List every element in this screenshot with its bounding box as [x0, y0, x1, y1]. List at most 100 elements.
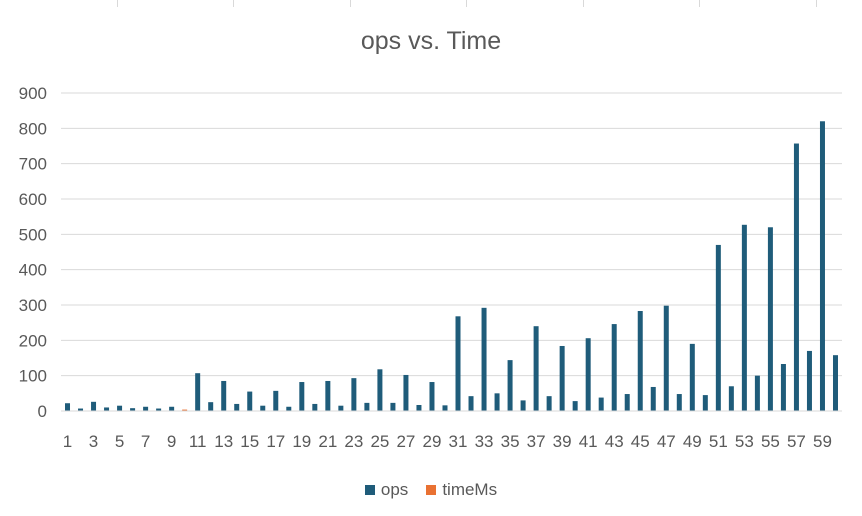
y-tick-label: 100 [19, 367, 47, 386]
bar-ops-19 [299, 382, 305, 411]
bar-ops-51 [715, 244, 721, 411]
legend-item-timems: timeMs [426, 480, 497, 500]
x-tick-label: 1 [63, 432, 72, 451]
x-tick-label: 3 [89, 432, 98, 451]
bar-ops-21 [325, 380, 331, 411]
x-tick-label: 19 [292, 432, 311, 451]
bar-ops-16 [260, 405, 266, 411]
x-tick-label: 41 [579, 432, 598, 451]
bar-ops-59 [819, 121, 825, 412]
bar-ops-3 [91, 401, 97, 411]
x-tick-label: 45 [631, 432, 650, 451]
chart-title: ops vs. Time [360, 27, 502, 55]
bar-ops-56 [780, 364, 786, 411]
x-tick-label: 47 [657, 432, 676, 451]
x-tick-label: 23 [344, 432, 363, 451]
bar-ops-52 [728, 386, 734, 411]
bar-ops-57 [793, 143, 799, 411]
bar-ops-8 [156, 408, 162, 411]
bar-ops-31 [455, 316, 461, 411]
bar-ops-50 [702, 395, 708, 411]
x-tick-label: 55 [761, 432, 780, 451]
x-tick-label: 21 [318, 432, 337, 451]
bar-ops-58 [806, 350, 812, 411]
bar-ops-22 [338, 405, 344, 411]
bar-ops-60 [832, 355, 838, 411]
bar-ops-29 [429, 382, 435, 411]
legend: ops timeMs [0, 480, 862, 500]
bar-ops-37 [533, 326, 539, 411]
legend-swatch-ops [364, 485, 375, 495]
x-tick-label: 37 [527, 432, 546, 451]
bar-ops-47 [663, 305, 669, 411]
bar-ops-14 [234, 403, 240, 411]
x-tick-label: 27 [396, 432, 415, 451]
y-tick-label: 700 [19, 155, 47, 174]
top-sheet-gridlines [0, 0, 862, 8]
bar-ops-6 [130, 408, 136, 411]
x-tick-label: 43 [605, 432, 624, 451]
bar-ops-2 [78, 408, 84, 411]
gridlines [61, 92, 842, 377]
x-tick-label: 35 [501, 432, 520, 451]
x-tick-label: 51 [709, 432, 728, 451]
x-tick-label: 49 [683, 432, 702, 451]
bar-ops-48 [676, 394, 682, 411]
bar-ops-42 [598, 397, 604, 411]
bar-ops-20 [312, 403, 318, 411]
bar-ops-27 [403, 374, 409, 411]
x-tick-label: 59 [813, 432, 832, 451]
y-tick-label: 0 [38, 402, 47, 421]
bar-ops-40 [572, 401, 578, 411]
bar-ops-28 [416, 404, 422, 411]
x-tick-label: 39 [553, 432, 572, 451]
bar-timems-10 [182, 409, 188, 411]
x-tick-label: 57 [787, 432, 806, 451]
x-tick-label: 53 [735, 432, 754, 451]
bar-ops-1 [65, 403, 71, 411]
x-tick-label: 13 [214, 432, 233, 451]
bar-ops-45 [637, 311, 643, 411]
x-tick-label: 7 [141, 432, 150, 451]
bar-ops-11 [195, 373, 201, 411]
y-tick-label: 400 [19, 261, 47, 280]
legend-label-ops: ops [380, 480, 409, 499]
x-tick-label: 29 [423, 432, 442, 451]
x-tick-label: 5 [115, 432, 124, 451]
x-tick-label: 17 [266, 432, 285, 451]
bar-ops-55 [767, 227, 773, 411]
bar-ops-18 [286, 406, 292, 411]
bar-ops-7 [143, 406, 149, 411]
bar-ops-43 [611, 324, 617, 411]
bars [65, 121, 838, 412]
bar-ops-32 [468, 396, 474, 411]
legend-item-ops: ops [364, 480, 409, 500]
bar-ops-9 [169, 406, 175, 411]
bar-ops-12 [208, 402, 214, 411]
bar-ops-13 [221, 380, 227, 411]
x-tick-label: 25 [370, 432, 389, 451]
bar-ops-30 [442, 405, 448, 411]
bar-ops-49 [689, 343, 695, 411]
x-axis-tick-labels: 1 3 5 7 9 11 13 15 17 19 21 23 25 27 29 31 33 35 37 39 41 43 4… [63, 432, 832, 451]
bar-ops-53 [741, 224, 747, 411]
x-tick-label: 11 [189, 432, 207, 451]
legend-label-timems: timeMs [442, 480, 498, 499]
y-axis-tick-labels: 0 100 200 300 400 500 600 700 800 900 [19, 84, 47, 421]
bar-ops-54 [754, 375, 760, 411]
y-tick-label: 800 [19, 119, 47, 138]
x-tick-label: 31 [449, 432, 468, 451]
y-tick-label: 300 [19, 296, 47, 315]
legend-swatch-timems [426, 485, 437, 495]
bar-ops-24 [364, 402, 370, 411]
x-tick-label: 15 [240, 432, 259, 451]
bar-ops-26 [390, 402, 396, 411]
bar-ops-38 [546, 396, 552, 411]
bar-ops-23 [351, 378, 357, 411]
bar-ops-5 [117, 405, 123, 411]
bar-ops-33 [481, 307, 487, 411]
bar-ops-15 [247, 391, 253, 411]
y-tick-label: 900 [19, 84, 47, 103]
bar-ops-39 [559, 345, 565, 411]
